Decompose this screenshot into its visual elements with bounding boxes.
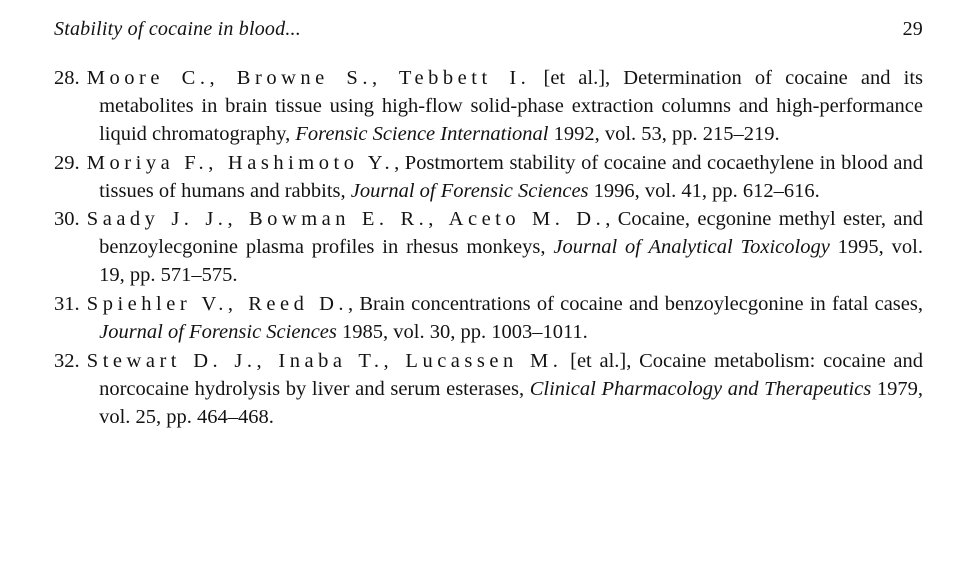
reference-list: 28.Moore C., Browne S., Tebbett I. [et a…: [54, 65, 923, 431]
ref-number: 30.: [54, 206, 87, 234]
reference-item: 28.Moore C., Browne S., Tebbett I. [et a…: [54, 65, 923, 149]
ref-journal: Journal of Forensic Sciences: [351, 180, 589, 202]
ref-journal: Journal of Forensic Sciences: [99, 321, 337, 343]
ref-number: 28.: [54, 65, 87, 93]
ref-tail: 1985, vol. 30, pp. 1003–1011.: [337, 321, 588, 343]
running-title: Stability of cocaine in blood...: [54, 18, 301, 41]
ref-number: 29.: [54, 150, 87, 178]
ref-authors: Moriya F., Hashimoto Y.: [87, 152, 394, 174]
ref-journal: Clinical Pharmacology and Therapeutics: [530, 378, 872, 400]
ref-number: 32.: [54, 348, 87, 376]
ref-text: , Brain concentrations of cocaine and be…: [348, 293, 923, 315]
page-number: 29: [903, 18, 923, 41]
ref-number: 31.: [54, 291, 87, 319]
reference-item: 32.Stewart D. J., Inaba T., Lucassen M. …: [54, 348, 923, 432]
ref-journal: Forensic Science International: [295, 123, 548, 145]
ref-authors: Moore C., Browne S., Tebbett I.: [87, 67, 531, 89]
ref-tail: 1996, vol. 41, pp. 612–616.: [589, 180, 820, 202]
ref-authors: Stewart D. J., Inaba T., Lucassen M.: [87, 350, 563, 372]
page: Stability of cocaine in blood... 29 28.M…: [0, 0, 959, 456]
reference-item: 30.Saady J. J., Bowman E. R., Aceto M. D…: [54, 206, 923, 290]
reference-item: 29.Moriya F., Hashimoto Y., Postmortem s…: [54, 150, 923, 206]
ref-authors: Spiehler V., Reed D.: [87, 293, 348, 315]
running-header: Stability of cocaine in blood... 29: [54, 18, 923, 41]
ref-journal: Journal of Analytical Toxicology: [553, 236, 829, 258]
reference-item: 31.Spiehler V., Reed D., Brain concentra…: [54, 291, 923, 347]
ref-tail: 1992, vol. 53, pp. 215–219.: [548, 123, 779, 145]
ref-authors: Saady J. J., Bowman E. R., Aceto M. D.: [87, 208, 605, 230]
